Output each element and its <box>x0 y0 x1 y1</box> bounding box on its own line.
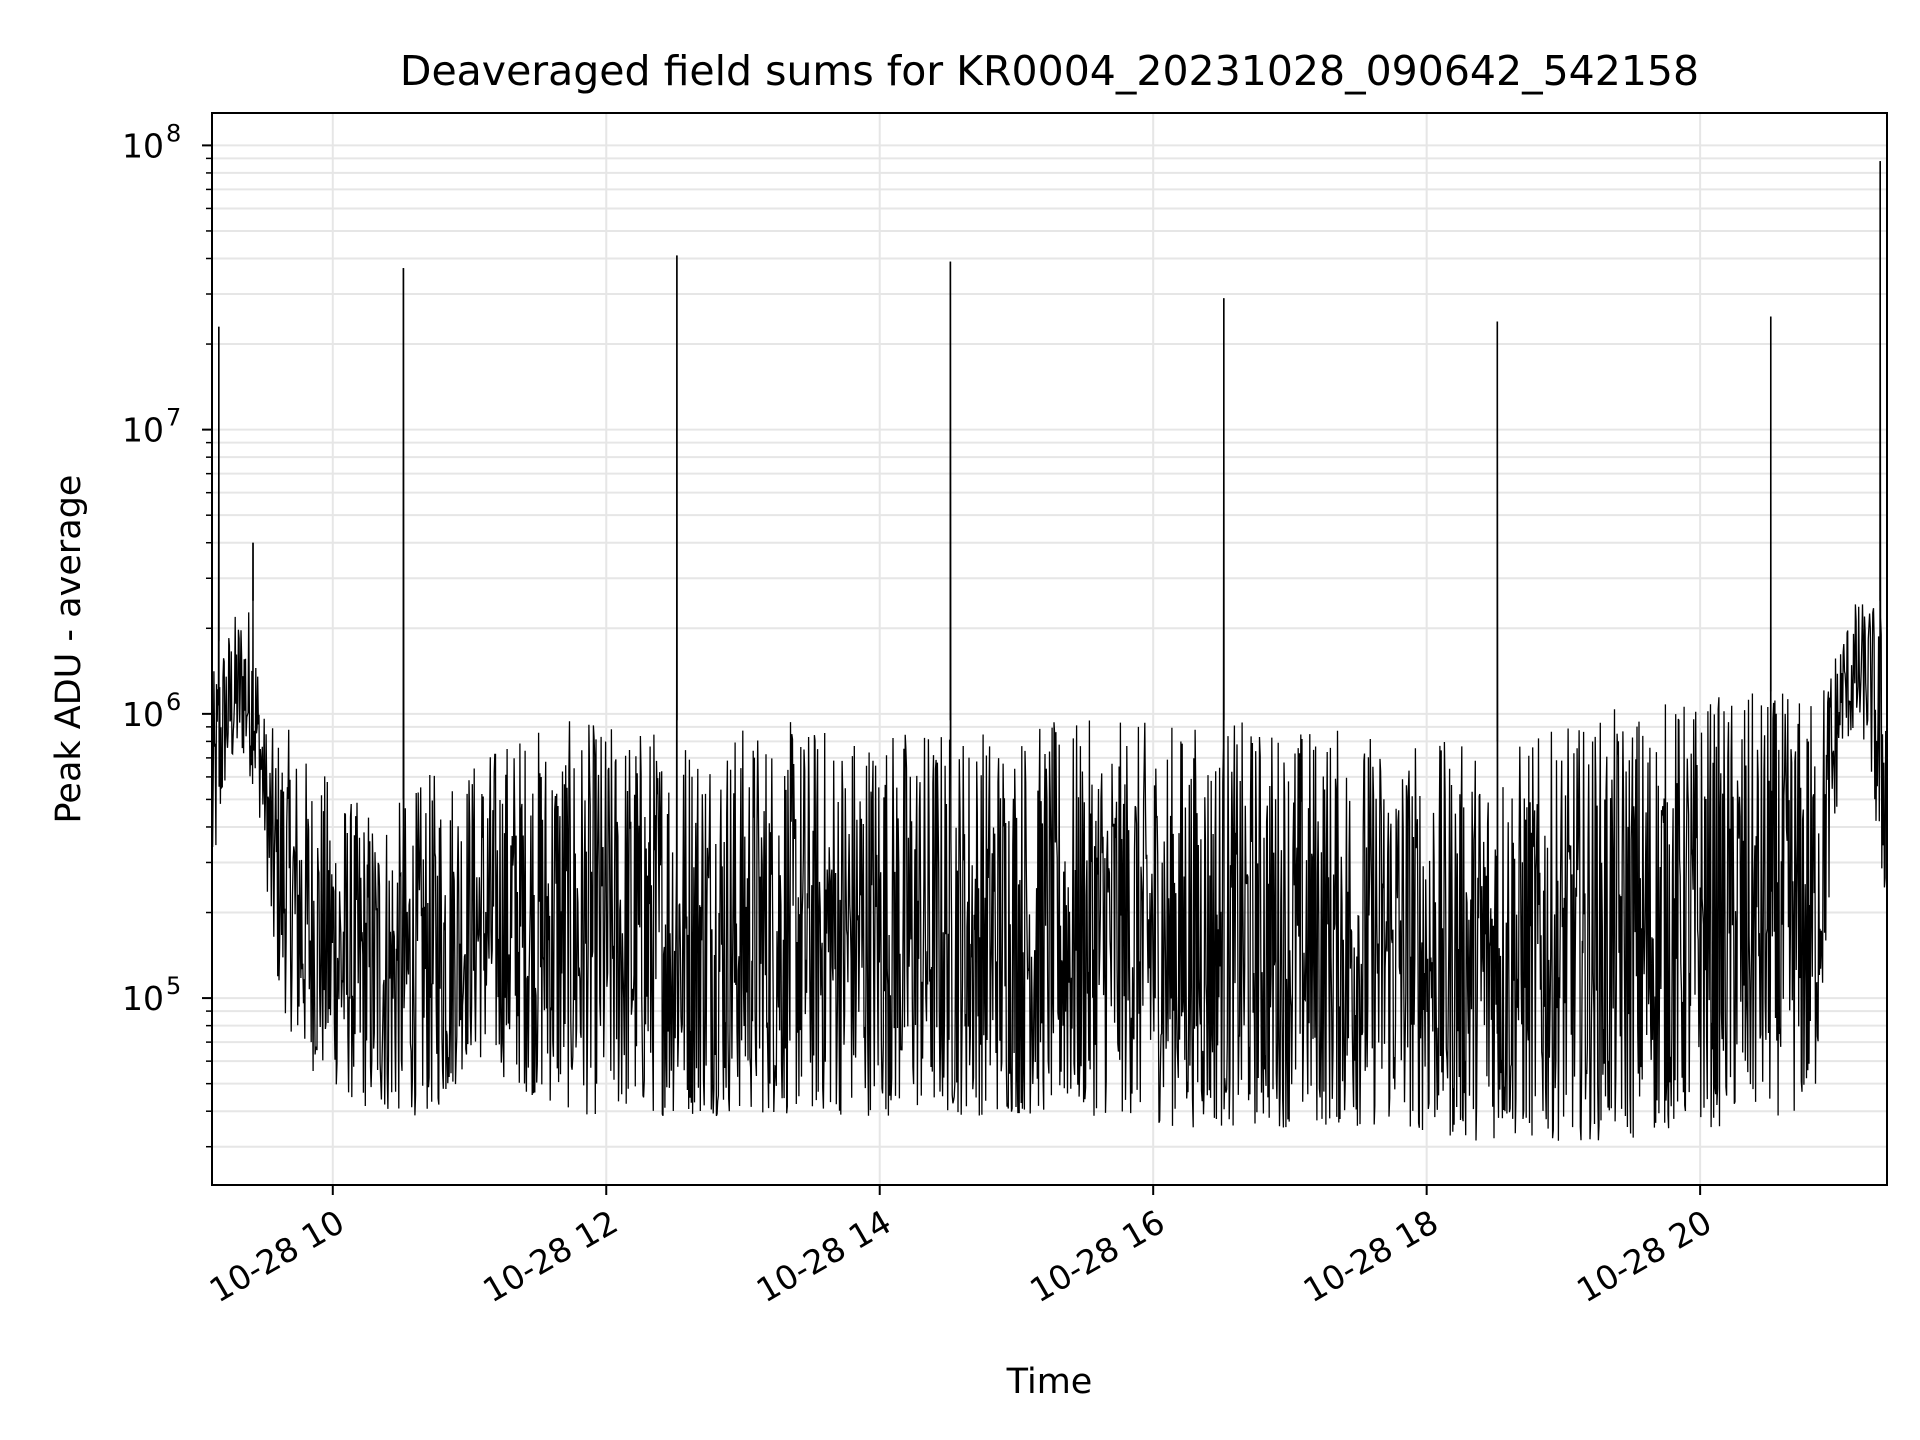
chart-title: Deaveraged field sums for KR0004_2023102… <box>400 47 1699 95</box>
x-tick-label: 10-28 12 <box>476 1202 624 1310</box>
x-axis-label: Time <box>1006 1362 1093 1402</box>
y-tick-label: 10 <box>122 695 164 734</box>
x-tick-label: 10-28 16 <box>1023 1202 1171 1310</box>
x-tick-label: 10-28 14 <box>750 1202 898 1310</box>
y-tick-exponent: 5 <box>166 972 181 1000</box>
plot-frame <box>211 112 1888 1186</box>
y-tick-exponent: 6 <box>166 688 181 716</box>
x-tick-label: 10-28 10 <box>203 1202 351 1310</box>
y-tick-label: 10 <box>122 126 164 165</box>
series-line <box>211 161 1888 1141</box>
x-tick-label: 10-28 18 <box>1297 1202 1445 1310</box>
y-tick-exponent: 8 <box>166 119 181 147</box>
data-line-layer <box>211 161 1888 1141</box>
y-tick-exponent: 7 <box>166 404 181 432</box>
y-tick-label: 10 <box>122 411 164 450</box>
y-axis-label: Peak ADU - average <box>49 475 89 824</box>
x-axis: 10-28 10 10-28 12 10-28 14 10-28 16 10-28 18… <box>203 1185 1718 1310</box>
x-tick-label: 10-28 20 <box>1570 1202 1718 1310</box>
y-tick-label: 10 <box>122 979 164 1018</box>
